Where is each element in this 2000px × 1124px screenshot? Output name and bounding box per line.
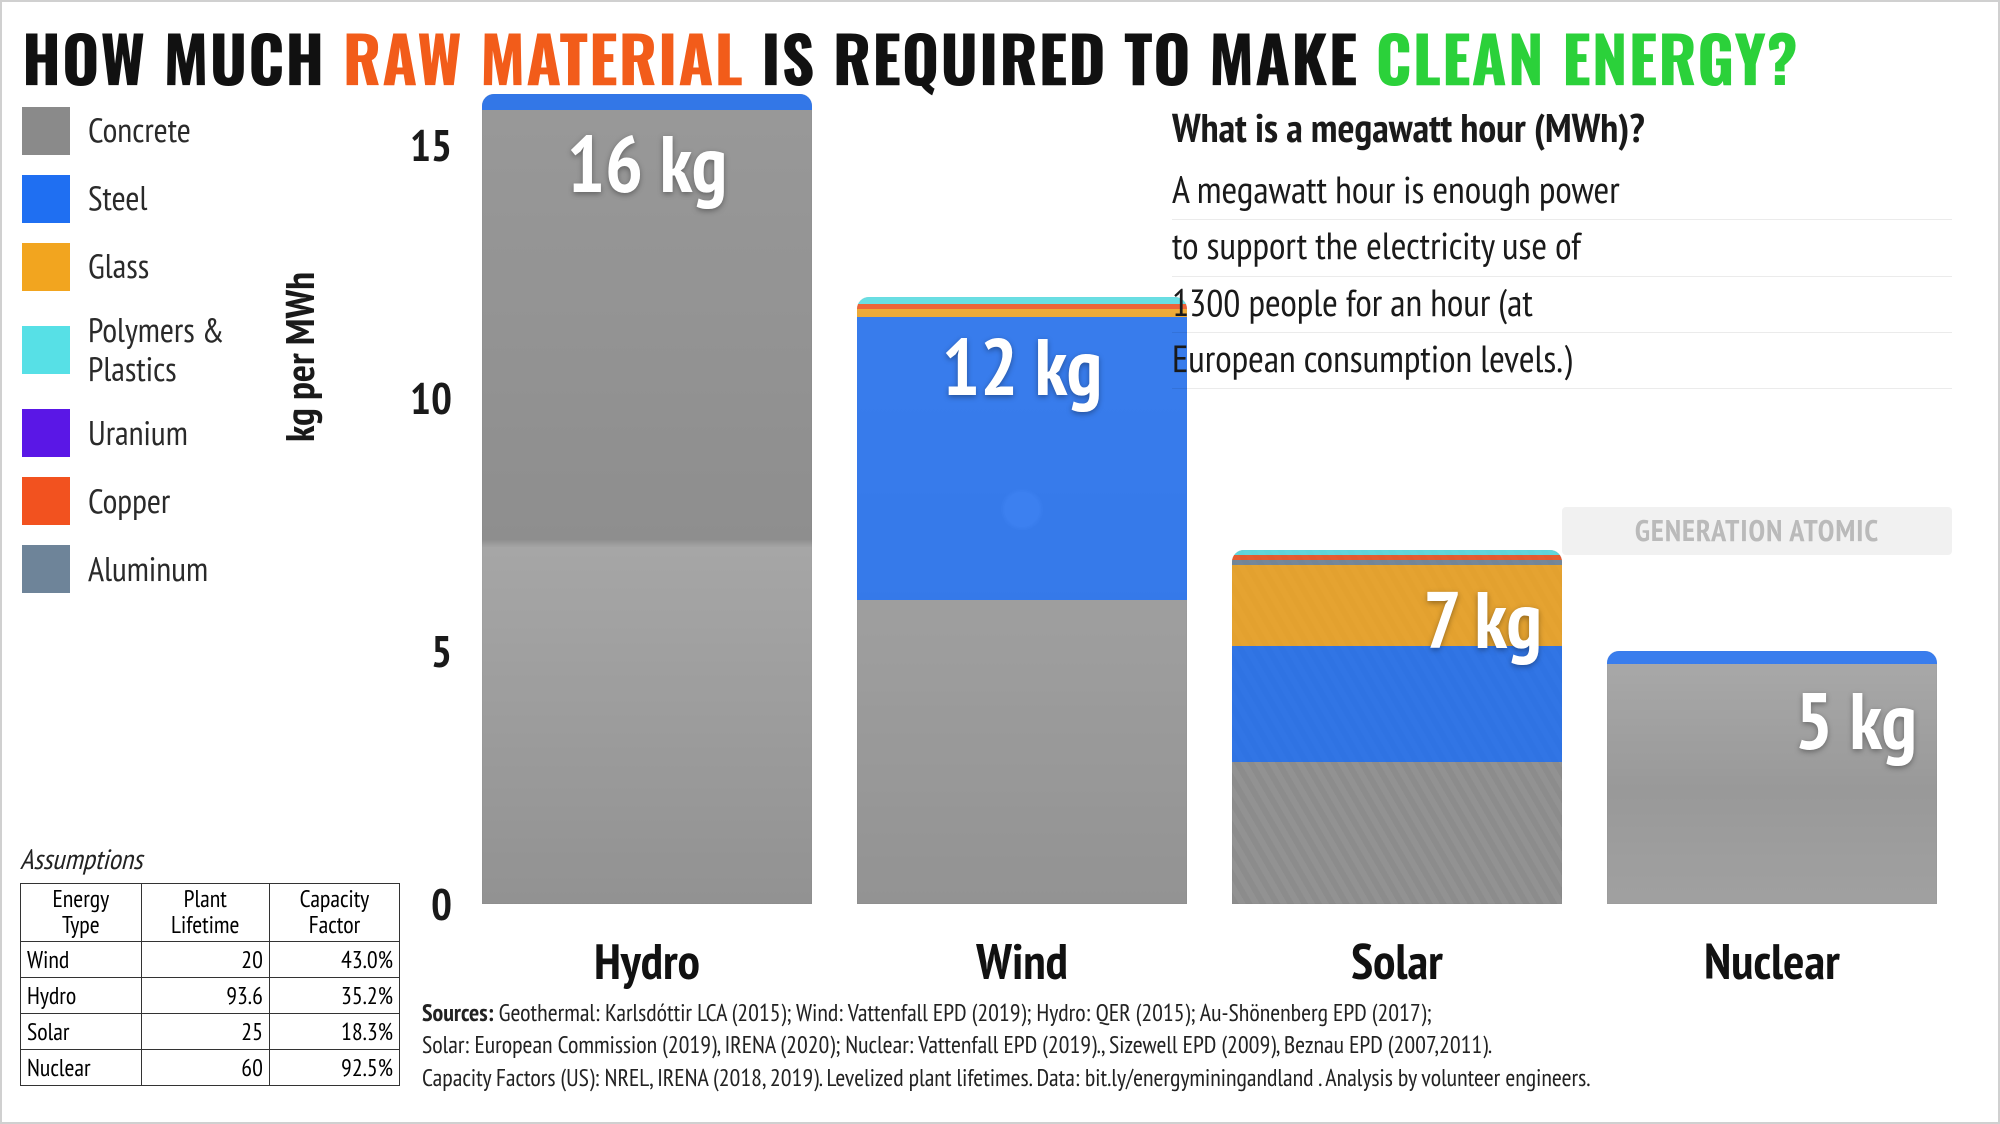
legend-label: Glass [88,247,149,286]
explainer-line: A megawatt hour is enough power [1172,164,1952,220]
y-tick: 15 [382,117,452,174]
legend-label: Uranium [88,414,188,453]
bar-nuclear: 5 kg [1607,651,1937,904]
bar-total-label: 5 kg [1607,669,1937,772]
legend-label: Copper [88,482,170,521]
assumptions-table: Assumptions EnergyTypePlantLifetimeCapac… [20,840,400,1086]
bar: 12 kg [857,297,1187,904]
legend-swatch [22,545,70,593]
legend-item: Glass [22,243,262,291]
table-cell: 35.2% [269,977,399,1013]
watermark: GENERATION ATOMIC [1562,507,1952,555]
legend-item: Steel [22,175,262,223]
title-part: IS REQUIRED TO MAKE [744,10,1376,104]
explainer-line: 1300 people for an hour (at [1172,277,1952,333]
y-axis-label: kg per MWh [274,272,326,442]
segment-steel [482,94,812,109]
table-cell: Solar [21,1013,142,1049]
bar-solar: 7 kg [1232,550,1562,904]
bar-total-label: 7 kg [1232,568,1562,671]
x-label-nuclear: Nuclear [1607,928,1937,993]
title-part: CLEAN ENERGY? [1376,10,1799,104]
explainer-question: What is a megawatt hour (MWh)? [1172,102,1952,154]
table-cell: 43.0% [269,941,399,977]
table-cell: 18.3% [269,1013,399,1049]
legend-item: Concrete [22,107,262,155]
bar: 7 kg [1232,550,1562,904]
explainer-line: European consumption levels.) [1172,333,1952,389]
segment-concrete [1232,762,1562,904]
sources-label: Sources: [422,997,499,1028]
table-cell: 60 [141,1049,269,1085]
legend-item: Uranium [22,409,262,457]
legend-label: Concrete [88,111,191,150]
legend-swatch [22,326,70,374]
assumptions-grid: EnergyTypePlantLifetimeCapacityFactor Wi… [20,883,400,1086]
x-label-hydro: Hydro [482,928,812,993]
x-label-wind: Wind [857,928,1187,993]
sources-line: Capacity Factors (US): NREL, IRENA (2018… [422,1062,1590,1093]
bar-wind: 12 kg [857,297,1187,904]
legend-item: Polymers & Plastics [22,311,262,389]
bar-total-label: 16 kg [482,112,812,215]
infographic-canvas: HOW MUCH RAW MATERIAL IS REQUIRED TO MAK… [0,0,2000,1124]
bar: 16 kg [482,94,812,904]
table-cell: 92.5% [269,1049,399,1085]
table-header: CapacityFactor [269,884,399,942]
sources: Sources: Geothermal: Karlsdóttir LCA (20… [422,997,1982,1094]
segment-polymers-plastics [857,297,1187,305]
segment-concrete [482,110,812,904]
table-cell: 20 [141,941,269,977]
legend-swatch [22,409,70,457]
y-tick: 5 [382,623,452,680]
title-part: HOW MUCH [22,10,343,104]
page-title: HOW MUCH RAW MATERIAL IS REQUIRED TO MAK… [22,10,1799,104]
title-part: RAW MATERIAL [343,10,744,104]
legend-item: Aluminum [22,545,262,593]
table-cell: 25 [141,1013,269,1049]
explainer-line: to support the electricity use of [1172,220,1952,276]
legend-swatch [22,175,70,223]
x-label-solar: Solar [1232,928,1562,993]
table-cell: Wind [21,941,142,977]
legend-label: Polymers & Plastics [88,311,262,389]
table-row: Nuclear6092.5% [21,1049,400,1085]
table-cell: 93.6 [141,977,269,1013]
table-header: EnergyType [21,884,142,942]
legend-swatch [22,243,70,291]
legend-label: Steel [88,179,147,218]
table-cell: Hydro [21,977,142,1013]
bar-hydro: 16 kg [482,94,812,904]
legend-swatch [22,477,70,525]
assumptions-heading: Assumptions [20,840,400,877]
y-tick: 10 [382,370,452,427]
table-cell: Nuclear [21,1049,142,1085]
segment-steel [1607,651,1937,664]
table-header: PlantLifetime [141,884,269,942]
bar: 5 kg [1607,651,1937,904]
sources-line: Solar: European Commission (2019), IRENA… [422,1029,1492,1060]
segment-concrete [857,600,1187,904]
table-row: Wind2043.0% [21,941,400,977]
table-row: Hydro93.635.2% [21,977,400,1013]
mwh-explainer: What is a megawatt hour (MWh)? A megawat… [1172,102,1952,389]
table-row: Solar2518.3% [21,1013,400,1049]
legend-swatch [22,107,70,155]
bar-total-label: 12 kg [857,315,1187,418]
sources-line: Geothermal: Karlsdóttir LCA (2015); Wind… [499,997,1432,1028]
legend-item: Copper [22,477,262,525]
legend: Concrete Steel Glass Polymers & Plastics Ura… [22,107,262,613]
legend-label: Aluminum [88,550,208,589]
